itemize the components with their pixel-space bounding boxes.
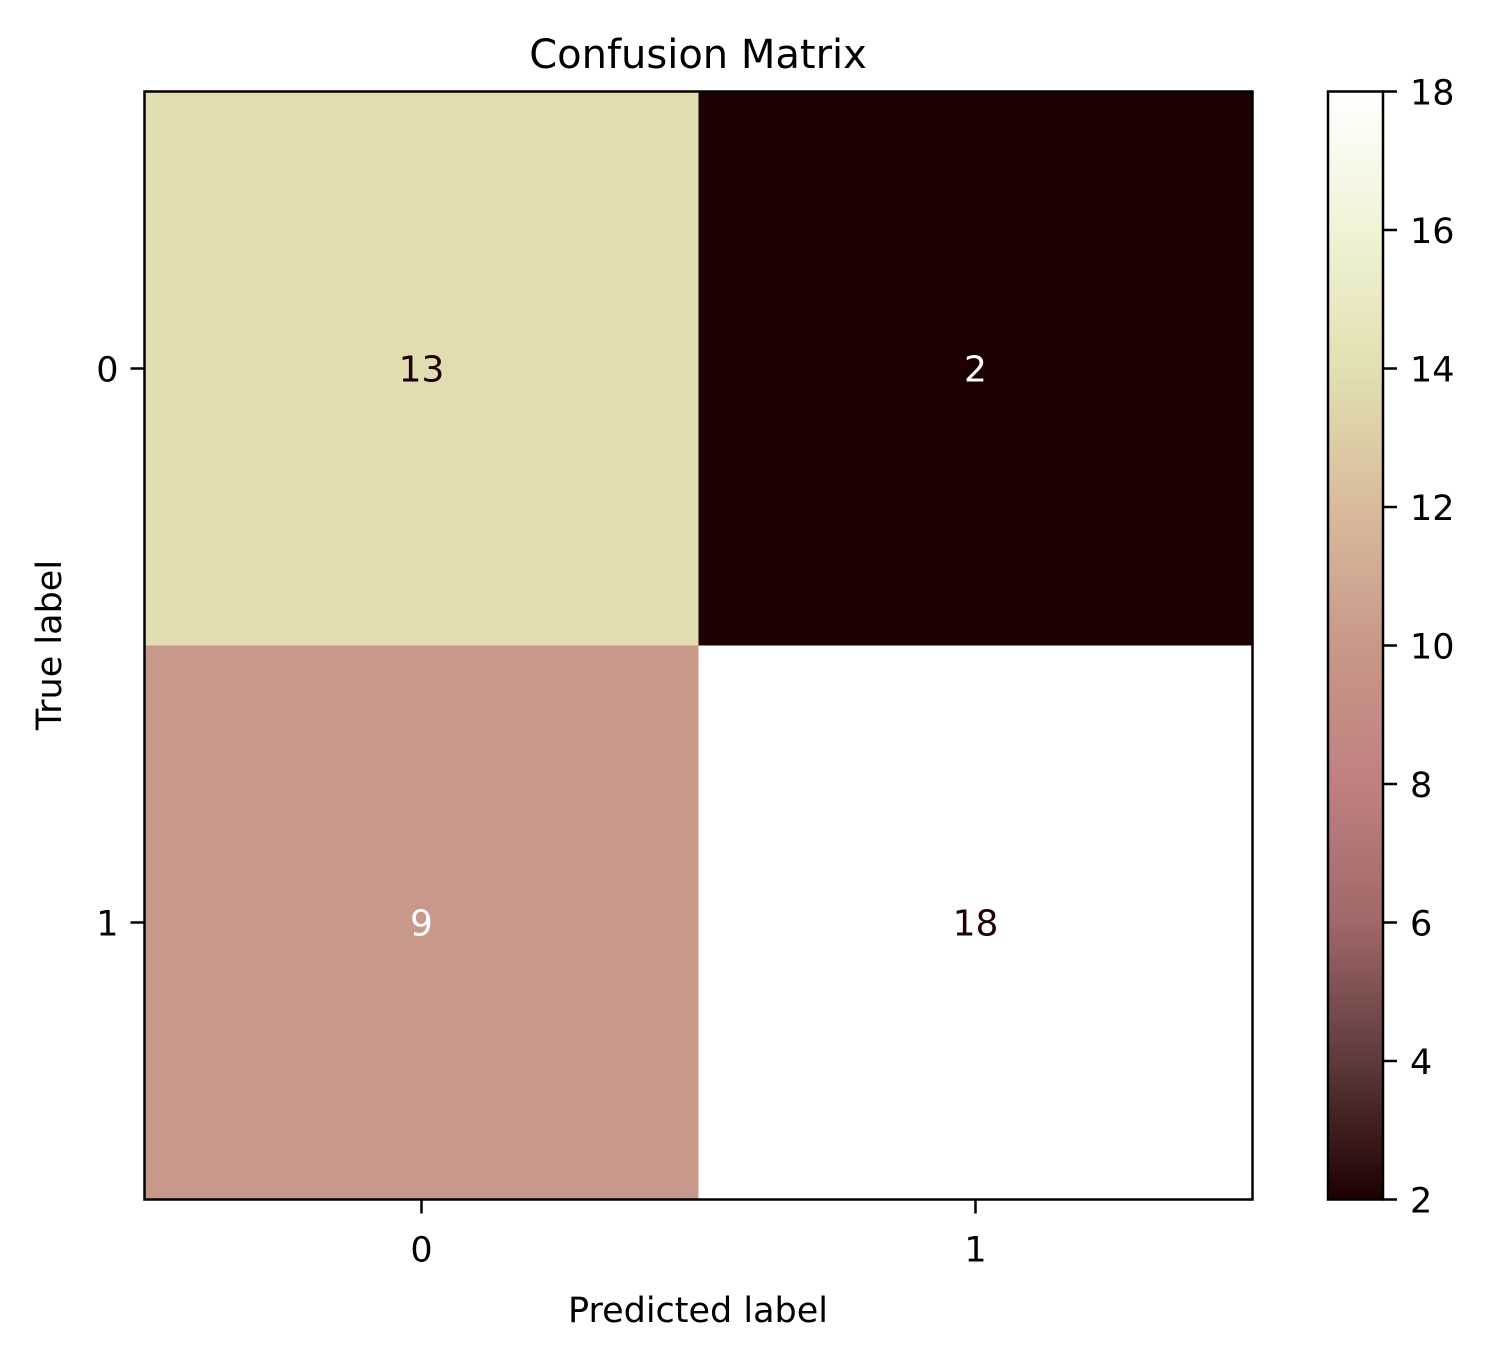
cell-value-1-0: 9 [410, 904, 433, 945]
colorbar-tick-label-3: 8 [1410, 766, 1432, 806]
cell-value-1-1: 18 [953, 904, 999, 945]
y-axis-ticks: 01 [96, 351, 145, 945]
cell-value-0-1: 2 [964, 350, 987, 391]
colorbar-tick-label-4: 10 [1410, 628, 1455, 668]
y-tick-label-0: 0 [96, 351, 118, 391]
heatmap-cell-0-0 [144, 91, 699, 646]
heatmap-cell-1-1 [698, 645, 1253, 1200]
colorbar-tick-label-8: 18 [1410, 74, 1455, 114]
cell-annotations: 13 2 9 18 [399, 350, 999, 945]
cell-value-0-0: 13 [399, 350, 445, 391]
colorbar-tick-label-7: 16 [1410, 212, 1455, 252]
x-tick-label-1: 1 [964, 1231, 986, 1271]
y-axis-label: True label [30, 560, 70, 731]
heatmap-cell-0-1 [698, 91, 1253, 646]
heatmap-cell-1-0 [144, 645, 699, 1200]
x-axis-label: Predicted label [568, 1291, 828, 1331]
y-tick-label-1: 1 [96, 905, 118, 945]
colorbar [1326, 90, 1385, 1201]
plot-frame [143, 90, 1254, 1201]
colorbar-tick-label-2: 6 [1410, 905, 1432, 945]
colorbar-tick-label-5: 12 [1410, 489, 1455, 529]
colorbar-tick-label-0: 2 [1410, 1182, 1432, 1222]
chart-title: Confusion Matrix [529, 32, 867, 78]
heatmap-cells [144, 91, 1253, 1200]
colorbar-tick-label-6: 14 [1410, 351, 1455, 391]
colorbar-ticks: 2 4 6 8 10 12 14 16 18 [1383, 74, 1455, 1222]
colorbar-tick-label-1: 4 [1410, 1043, 1432, 1083]
x-tick-label-0: 0 [410, 1231, 432, 1271]
